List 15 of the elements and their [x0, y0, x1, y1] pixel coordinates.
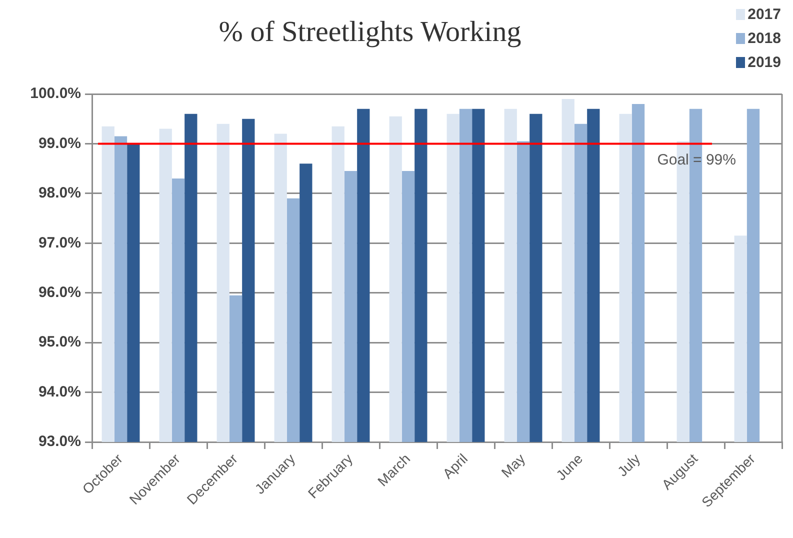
y-tick-label: 94.0%: [38, 383, 81, 400]
y-tick-label: 98.0%: [38, 184, 81, 202]
y-tick-label: 97.0%: [38, 234, 81, 252]
legend-label: 2018: [748, 30, 781, 47]
y-tick-label: 100.0%: [30, 85, 81, 102]
legend-label: 2017: [748, 6, 781, 23]
legend-label: 2019: [748, 54, 781, 71]
y-tick-label: 96.0%: [38, 284, 81, 301]
y-tick-label: 95.0%: [38, 334, 81, 351]
chart-title: % of Streetlights Working: [218, 16, 522, 49]
x-tick-label: July: [614, 450, 644, 480]
y-tick-label: 93.0%: [38, 433, 81, 450]
y-tick-label: 99.0%: [38, 134, 81, 152]
x-tick-label: May: [498, 450, 528, 480]
ref-line-label: Goal = 99%: [657, 151, 736, 168]
